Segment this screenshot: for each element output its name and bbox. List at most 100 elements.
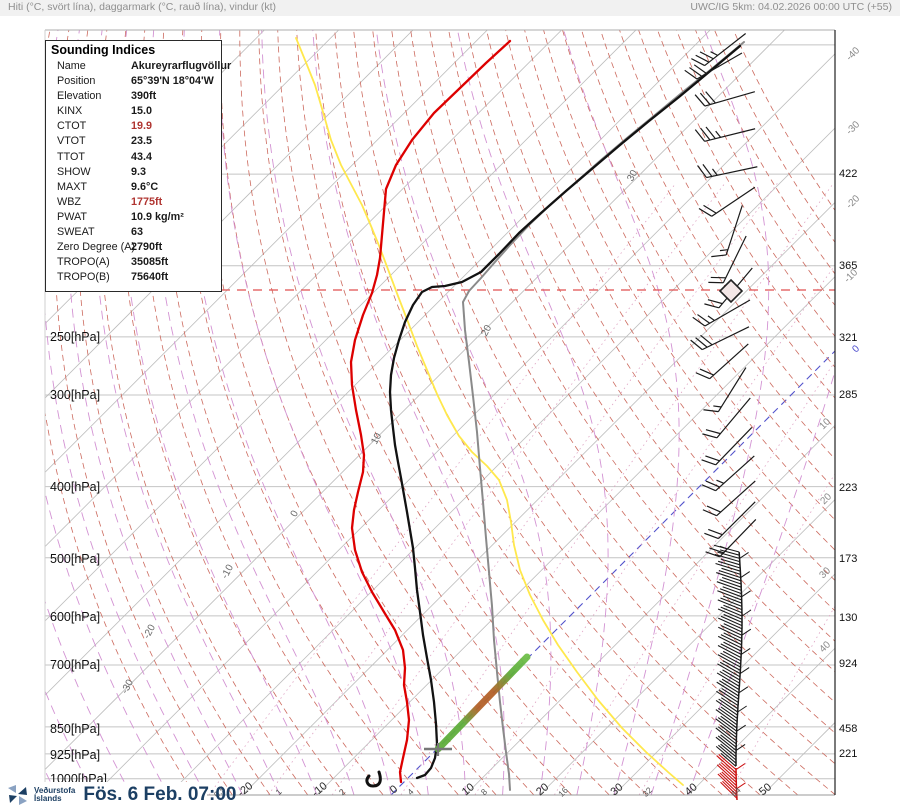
height-label: 285 <box>839 389 857 401</box>
temp-axis-label: -10 <box>310 780 330 799</box>
height-label: 173 <box>839 553 857 565</box>
moist-adiabat-label: -20 <box>142 622 159 640</box>
indices-label: WBZ <box>57 195 81 208</box>
indices-title: Sounding Indices <box>51 43 156 57</box>
indices-row-show: SHOW 9.3 <box>46 165 221 180</box>
temp-axis-label: 0 <box>388 783 400 796</box>
indices-row-name: Name Akureyrarflugvöllur <box>46 59 231 74</box>
indices-value: 2790ft <box>131 241 163 254</box>
valid-time-label: Fös. 6 Feb. 07:00 <box>83 784 237 805</box>
height-label: 321 <box>839 332 857 344</box>
isotherm-exit-label: -30 <box>844 119 862 137</box>
height-label: 221 <box>839 748 857 760</box>
indices-value: 23.5 <box>131 135 153 148</box>
moist-adiabat-label: 10 <box>369 431 384 446</box>
indices-label: VTOT <box>57 135 86 148</box>
indices-row-vtot: VTOT 23.5 <box>46 134 221 149</box>
dewpoint-curve <box>349 39 512 784</box>
isotherm-exit-label: -40 <box>844 45 862 63</box>
pressure-label: 700[hPa] <box>50 658 100 672</box>
indices-value: 35085ft <box>131 256 169 269</box>
pressure-label: 400[hPa] <box>50 480 100 494</box>
indices-label: MAXT <box>57 180 87 193</box>
indices-label: Name <box>57 60 86 72</box>
isotherm-exit-label: -20 <box>844 193 862 211</box>
chart-header-bar: Hiti (°C, svört lína), daggarmark (°C, r… <box>0 0 900 16</box>
indices-label: Elevation <box>57 90 102 103</box>
indices-row-elevation: Elevation 390ft <box>46 89 221 104</box>
temp-axis-label: 20 <box>534 781 551 798</box>
mixing-ratio-label: 2 <box>337 786 348 797</box>
surface-hook-marker <box>365 770 382 788</box>
moist-adiabat-label: 0 <box>289 508 302 518</box>
indices-value: 1775ft <box>131 195 163 208</box>
indices-row-ttot: TTOT 43.4 <box>46 150 221 165</box>
sounding-indices-table: Sounding Indices Name Akureyrarflugvöllur… <box>45 40 231 292</box>
pressure-label: 250[hPa] <box>50 330 100 344</box>
temp-axis-label: -20 <box>236 780 256 799</box>
mixing-ratio-label: 8 <box>479 786 490 797</box>
indices-value: 9.6°C <box>131 180 159 193</box>
indices-label: Zero Degree (A) <box>57 241 136 254</box>
indices-label: SWEAT <box>57 226 95 239</box>
mixing-ratio-label: 1 <box>273 786 284 797</box>
model-run-label: UWC/IG 5km: 04.02.2026 00:00 UTC (+55) <box>690 1 892 13</box>
indices-label: PWAT <box>57 210 87 223</box>
isotherm-exit-label: 30 <box>817 565 833 581</box>
indices-label: KINX <box>57 105 83 118</box>
indices-row-pwat: PWAT 10.9 kg/m² <box>46 210 221 225</box>
profile-curves <box>295 37 745 791</box>
height-label: 223 <box>839 482 857 494</box>
pressure-label: 600[hPa] <box>50 610 100 624</box>
indices-row-tropo-a-: TROPO(A) 35085ft <box>46 255 221 270</box>
temp-axis-label: 40 <box>683 781 700 798</box>
mixing-ratio-label: 32 <box>640 785 654 799</box>
temperature-curve <box>388 44 742 780</box>
ascent-segment <box>434 653 531 753</box>
footer-bar: Veðurstofa Íslands Fös. 6 Feb. 07:00 <box>0 782 236 808</box>
height-label: 924 <box>839 658 857 670</box>
indices-value: Akureyrarflugvöllur <box>131 60 232 72</box>
temp-axis-label: 30 <box>608 781 625 798</box>
reference-yellow-curve <box>295 37 684 786</box>
moist-adiabat-label: 30 <box>625 168 640 183</box>
indices-value: 43.4 <box>131 150 153 163</box>
indices-value: 390ft <box>131 90 157 103</box>
pressure-label: 925[hPa] <box>50 748 100 762</box>
moist-adiabat-label: 20 <box>479 323 494 338</box>
indices-value: 63 <box>131 226 144 239</box>
indices-row-position: Position 65°39'N 18°04'W <box>46 74 221 89</box>
indices-value: 19.9 <box>131 120 153 133</box>
tropopause-wind-marker <box>718 278 744 304</box>
indices-row-zero-degree-a-: Zero Degree (A) 2790ft <box>46 240 221 255</box>
indices-row-wbz: WBZ 1775ft <box>46 195 221 210</box>
indices-label: TROPO(B) <box>57 271 110 284</box>
wind-barbs <box>684 33 758 801</box>
indices-label: SHOW <box>57 165 91 178</box>
indices-label: TROPO(A) <box>57 256 110 269</box>
isotherm-exit-label: 20 <box>818 491 834 507</box>
indices-value: 10.9 kg/m² <box>131 210 184 223</box>
moist-adiabat-label: -10 <box>220 562 237 580</box>
indices-label: CTOT <box>57 120 87 133</box>
mixing-ratio-label: 4 <box>405 786 416 797</box>
indices-row-tropo-b-: TROPO(B) 75640ft <box>46 270 221 285</box>
indices-value: 65°39'N 18°04'W <box>131 75 214 88</box>
indices-label: TTOT <box>57 150 85 163</box>
pressure-label: 850[hPa] <box>50 722 100 736</box>
indices-row-maxt: MAXT 9.6°C <box>46 180 221 195</box>
indices-row-sweat: SWEAT 63 <box>46 225 221 240</box>
height-label: 365 <box>839 260 857 272</box>
indices-value: 75640ft <box>131 271 169 284</box>
isotherm-exit-label: 0 <box>850 343 862 355</box>
indices-row-ctot: CTOT 19.9 <box>46 119 221 134</box>
height-label: 422 <box>839 168 857 180</box>
temp-axis-label: 10 <box>460 781 477 798</box>
height-label: 458 <box>839 723 857 735</box>
mixing-ratio-label: 16 <box>556 785 570 799</box>
pressure-label: 500[hPa] <box>50 552 100 566</box>
temp-axis-label: 50 <box>757 781 774 798</box>
indices-rows: Name Akureyrarflugvöllur Position 65°39'N 1… <box>46 59 231 285</box>
indices-value: 15.0 <box>131 105 153 118</box>
chart-left-title: Hiti (°C, svört lína), daggarmark (°C, r… <box>8 1 277 13</box>
